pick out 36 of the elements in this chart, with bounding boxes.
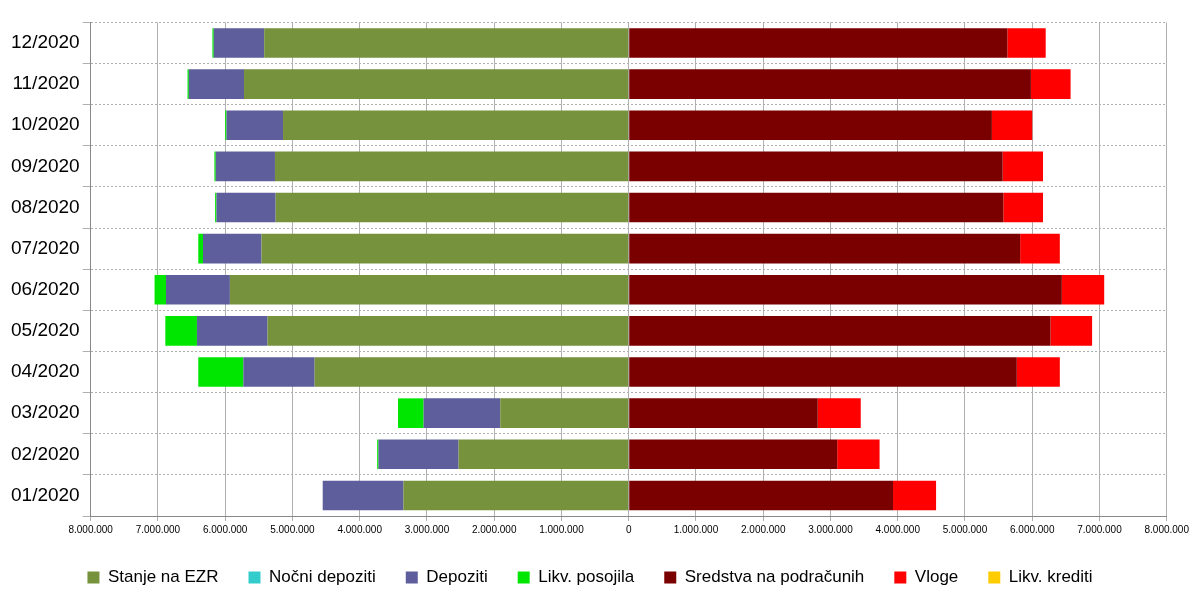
y-tick-label: 04/2020 [10, 360, 80, 382]
x-tick-label: 5.000.000 [270, 523, 316, 535]
y-tick-label: 05/2020 [10, 319, 80, 341]
legend-label: Nočni depoziti [268, 567, 376, 587]
x-tick-label: 7.000.000 [1077, 523, 1123, 535]
x-tick-label: 7.000.000 [135, 523, 181, 535]
x-tick-label: 2.000.000 [740, 523, 786, 535]
legend-label: Likv. krediti [1008, 567, 1093, 587]
x-tick-label: 2.000.000 [471, 523, 517, 535]
legend-label: Stanje na EZR [107, 567, 219, 587]
y-tick-label: 03/2020 [10, 401, 80, 423]
y-tick-label: 01/2020 [10, 483, 80, 505]
y-tick-label: 12/2020 [10, 31, 80, 53]
x-tick-label: 5.000.000 [942, 523, 988, 535]
y-tick-label: 06/2020 [10, 278, 80, 299]
y-tick-label: 02/2020 [10, 442, 80, 464]
y-tick-label: 09/2020 [10, 154, 80, 176]
x-tick-label: 8.000.000 [1144, 523, 1190, 535]
x-tick-label: 1.000.000 [539, 523, 585, 535]
x-tick-label: 6.000.000 [1010, 523, 1055, 535]
legend-label: Vloge [914, 567, 959, 587]
legend-label: Likv. posojila [538, 567, 635, 587]
legend-label: Sredstva na podračunih [684, 567, 865, 587]
x-tick-label: 8.000.000 [68, 523, 114, 535]
y-tick-label: 10/2020 [10, 113, 80, 135]
y-tick-label: 08/2020 [10, 195, 80, 217]
x-tick-label: 0 [625, 523, 632, 535]
x-tick-label: 4.000.000 [875, 523, 921, 535]
x-tick-label: 6.000.000 [202, 523, 248, 535]
x-tick-label: 4.000.000 [337, 523, 383, 535]
legend-label: Depoziti [426, 567, 488, 587]
x-tick-label: 1.000.000 [673, 523, 719, 535]
y-tick-label: 07/2020 [10, 236, 80, 258]
x-tick-label: 3.000.000 [404, 523, 450, 535]
y-tick-label: 11/2020 [12, 72, 80, 94]
x-tick-label: 3.000.000 [808, 523, 854, 535]
